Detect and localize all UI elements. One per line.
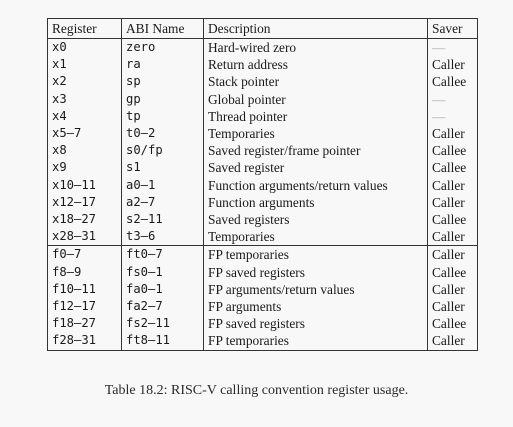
header-saver: Saver: [427, 18, 478, 39]
table-row: f0–7 ft0–7 FP temporaries Caller: [47, 245, 478, 264]
table-caption: Table 18.2: RISC-V calling convention re…: [104, 383, 409, 398]
abi-name-cell: gp: [121, 90, 204, 108]
register-cell: x12–17: [47, 193, 122, 212]
table-row: f12–17 fa2–7 FP arguments Caller: [47, 298, 478, 316]
saver-cell: Callee: [427, 159, 478, 177]
description-cell: Saved registers: [203, 211, 428, 229]
saver-cell: Caller: [427, 280, 478, 299]
abi-name-cell: sp: [121, 73, 204, 91]
register-cell: f18–27: [47, 315, 122, 333]
table-row: x12–17 a2–7 Function arguments Caller: [47, 193, 478, 212]
description-cell: Temporaries: [203, 228, 428, 247]
description-cell: FP temporaries: [203, 245, 428, 264]
saver-cell: Callee: [427, 142, 478, 160]
integer-register-group: x0 zero Hard-wired zero — x1 ra Return address…: [47, 38, 478, 247]
description-cell: Temporaries: [203, 125, 428, 143]
description-cell: Function arguments: [203, 193, 428, 212]
table-row: x10–11 a0–1 Function arguments/return valu…: [47, 176, 478, 194]
description-cell: Saved register/frame pointer: [203, 142, 428, 160]
abi-name-cell: fs0–1: [121, 263, 204, 281]
register-cell: f8–9: [47, 263, 122, 281]
abi-name-cell: t0–2: [121, 125, 204, 143]
description-cell: FP saved registers: [203, 263, 428, 281]
table-row: x5–7 t0–2 Temporaries Caller: [47, 125, 478, 143]
description-cell: Return address: [203, 56, 428, 74]
saver-cell: Caller: [427, 228, 478, 247]
saver-cell: Caller: [427, 298, 478, 316]
abi-name-cell: ft8–11: [121, 332, 204, 351]
saver-cell: Callee: [427, 73, 478, 91]
table-row: x8 s0/fp Saved register/frame pointer Calle…: [47, 142, 478, 160]
saver-cell: —: [427, 90, 478, 108]
description-cell: Function arguments/return values: [203, 176, 428, 194]
saver-cell: Callee: [427, 211, 478, 229]
register-cell: x3: [47, 90, 122, 108]
saver-cell: Callee: [427, 263, 478, 281]
description-cell: Saved register: [203, 159, 428, 177]
saver-cell: Caller: [427, 125, 478, 143]
abi-name-cell: fs2–11: [121, 315, 204, 333]
table-row: x1 ra Return address Caller: [47, 56, 478, 74]
table-row: x9 s1 Saved register Callee: [47, 159, 478, 177]
table-row: x18–27 s2–11 Saved registers Callee: [47, 211, 478, 229]
register-cell: x28–31: [47, 228, 122, 247]
register-usage-table: Register ABI Name Description Saver x0 ze…: [47, 18, 478, 351]
saver-cell: Caller: [427, 332, 478, 351]
saver-cell: Caller: [427, 176, 478, 194]
register-cell: x18–27: [47, 211, 122, 229]
abi-name-cell: s2–11: [121, 211, 204, 229]
saver-cell: Caller: [427, 245, 478, 264]
table-row: f18–27 fs2–11 FP saved registers Callee: [47, 315, 478, 333]
description-cell: FP saved registers: [203, 315, 428, 333]
register-cell: x2: [47, 73, 122, 91]
table-row: f8–9 fs0–1 FP saved registers Callee: [47, 263, 478, 281]
fp-register-group: f0–7 ft0–7 FP temporaries Caller f8–9 fs0–1 FP…: [47, 245, 478, 351]
description-cell: FP arguments/return values: [203, 280, 428, 299]
saver-cell: Callee: [427, 315, 478, 333]
saver-cell: —: [427, 107, 478, 126]
abi-name-cell: fa0–1: [121, 280, 204, 299]
description-cell: Hard-wired zero: [203, 38, 428, 57]
table-row: x2 sp Stack pointer Callee: [47, 73, 478, 91]
register-cell: x0: [47, 38, 122, 57]
description-cell: Stack pointer: [203, 73, 428, 91]
register-cell: f28–31: [47, 332, 122, 351]
register-cell: x10–11: [47, 176, 122, 194]
register-cell: f0–7: [47, 245, 122, 264]
register-cell: x1: [47, 56, 122, 74]
saver-cell: Caller: [427, 56, 478, 74]
description-cell: Global pointer: [203, 90, 428, 108]
register-cell: f10–11: [47, 280, 122, 299]
abi-name-cell: fa2–7: [121, 298, 204, 316]
abi-name-cell: s0/fp: [121, 142, 204, 160]
abi-name-cell: s1: [121, 159, 204, 177]
table-row: f28–31 ft8–11 FP temporaries Caller: [47, 332, 478, 351]
register-cell: x4: [47, 107, 122, 126]
description-cell: FP temporaries: [203, 332, 428, 351]
register-cell: x9: [47, 159, 122, 177]
abi-name-cell: ft0–7: [121, 245, 204, 264]
abi-name-cell: t3–6: [121, 228, 204, 247]
register-cell: x5–7: [47, 125, 122, 143]
abi-name-cell: a0–1: [121, 176, 204, 194]
table-row: f10–11 fa0–1 FP arguments/return values Cal…: [47, 280, 478, 299]
abi-name-cell: ra: [121, 56, 204, 74]
saver-cell: Caller: [427, 193, 478, 212]
register-cell: x8: [47, 142, 122, 160]
description-cell: Thread pointer: [203, 107, 428, 126]
abi-name-cell: tp: [121, 107, 204, 126]
description-cell: FP arguments: [203, 298, 428, 316]
header-register: Register: [47, 18, 122, 39]
table-row: x4 tp Thread pointer —: [47, 107, 478, 126]
saver-cell: —: [427, 38, 478, 57]
header-abi-name: ABI Name: [121, 18, 204, 39]
table-row: x3 gp Global pointer —: [47, 90, 478, 108]
abi-name-cell: zero: [121, 38, 204, 57]
register-cell: f12–17: [47, 298, 122, 316]
table-header-row: Register ABI Name Description Saver: [47, 18, 478, 39]
table-row: x28–31 t3–6 Temporaries Caller: [47, 228, 478, 247]
table-row: x0 zero Hard-wired zero —: [47, 38, 478, 57]
header-description: Description: [203, 18, 428, 39]
abi-name-cell: a2–7: [121, 193, 204, 212]
